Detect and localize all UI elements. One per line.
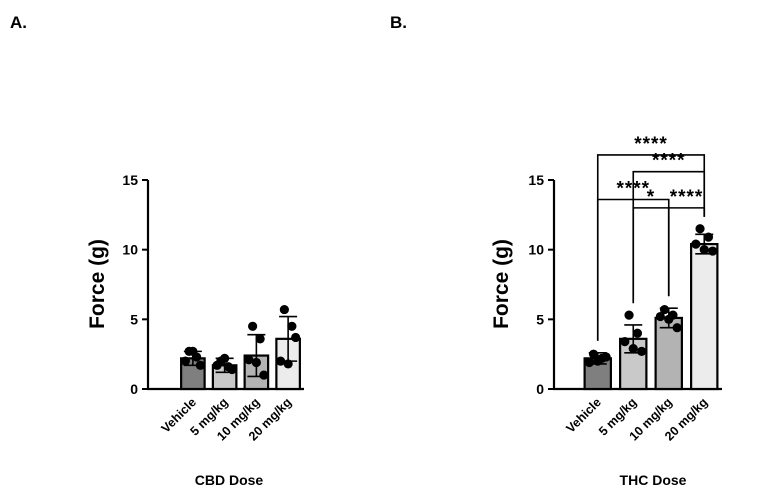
data-point — [248, 321, 258, 331]
y-tick-label: 0 — [130, 381, 138, 397]
data-point — [255, 334, 265, 344]
data-point — [259, 370, 269, 380]
data-point — [212, 360, 222, 370]
data-point — [227, 364, 237, 375]
panel-b-label: B. — [390, 13, 407, 32]
panel-a-xlabel: CBD Dose — [195, 472, 264, 488]
data-point — [279, 304, 289, 315]
panel-a-ylabel: Force (g) — [86, 239, 109, 329]
panel-a-label: A. — [10, 13, 27, 32]
significance-bracket — [596, 154, 706, 341]
significance-label: **** — [652, 151, 686, 172]
data-point — [691, 239, 701, 249]
significance-label: **** — [634, 134, 668, 155]
data-point — [699, 245, 709, 255]
data-point — [180, 356, 190, 366]
data-point — [695, 224, 705, 234]
data-point — [593, 356, 603, 366]
data-point — [601, 352, 611, 362]
data-point — [628, 343, 638, 354]
bar-4 — [690, 242, 719, 391]
y-tick-label: 5 — [536, 311, 544, 327]
data-point — [291, 332, 301, 343]
significance-label: **** — [670, 187, 704, 208]
data-point — [703, 232, 714, 242]
significance-bracket — [632, 207, 670, 304]
y-tick-label: 15 — [528, 172, 544, 188]
y-tick-label: 10 — [122, 242, 138, 258]
data-point — [220, 353, 230, 363]
panel-b-ylabel: Force (g) — [490, 239, 513, 329]
data-point — [659, 304, 670, 315]
significance-label: * — [647, 187, 655, 208]
data-point — [588, 349, 599, 359]
data-point — [708, 246, 718, 256]
y-tick-label: 0 — [536, 381, 544, 397]
y-tick-label: 10 — [528, 242, 544, 258]
data-point — [244, 355, 254, 365]
data-point — [287, 321, 297, 331]
data-point — [195, 360, 205, 370]
data-point — [276, 356, 286, 366]
significance-bracket — [667, 207, 706, 297]
data-point — [584, 357, 594, 368]
data-point — [664, 314, 674, 324]
data-point — [655, 311, 665, 322]
significance-label: **** — [616, 179, 650, 200]
y-tick-label: 5 — [130, 311, 138, 327]
data-point — [637, 346, 647, 356]
y-tick-label: 15 — [122, 172, 138, 188]
data-point — [188, 346, 198, 356]
data-point — [283, 359, 293, 369]
data-point — [672, 323, 682, 333]
data-point — [251, 357, 261, 368]
panel-b-xlabel: THC Dose — [620, 472, 687, 488]
data-point — [624, 310, 634, 320]
data-point — [620, 337, 630, 347]
data-point — [632, 328, 643, 338]
